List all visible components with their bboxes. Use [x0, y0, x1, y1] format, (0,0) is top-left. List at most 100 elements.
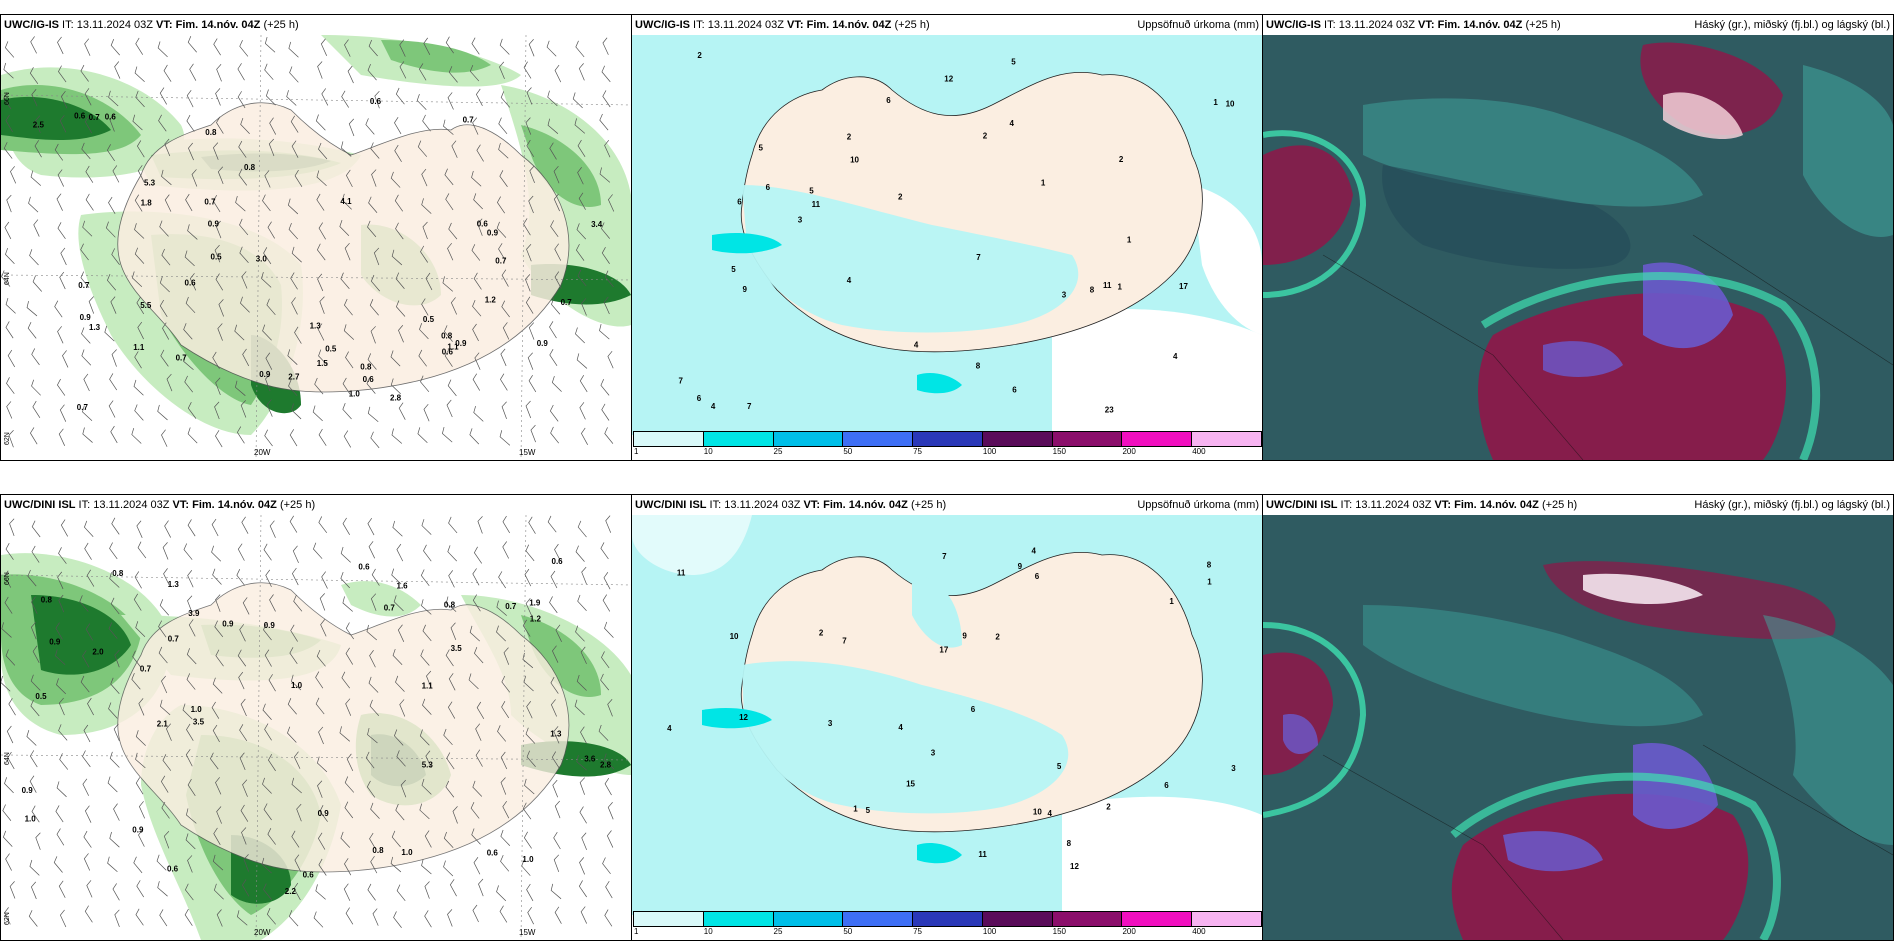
wind-barb [240, 400, 247, 418]
wind-barb [186, 114, 195, 132]
wind-barb [344, 242, 351, 261]
value-label: 2.7 [288, 373, 300, 382]
wind-barb [109, 542, 118, 560]
wind-barb [216, 64, 222, 82]
wind-barb [184, 250, 195, 267]
wind-barb [58, 724, 68, 741]
value-label: 0.6 [552, 557, 564, 566]
value-label: 4 [1048, 809, 1053, 818]
wind-barb [159, 87, 167, 105]
wind-barb [54, 143, 64, 161]
wind-barb [133, 379, 144, 396]
wind-barb [239, 752, 246, 770]
panel-field-label: Háský (gr.), miðský (fj.bl.) og lágský (… [1694, 19, 1890, 31]
value-label: 4 [1010, 119, 1015, 128]
wind-barb [525, 400, 532, 419]
wind-barb [29, 775, 37, 793]
wind-barb [447, 545, 457, 562]
wind-barb [214, 244, 221, 263]
colorbar-tick: 400 [1192, 447, 1206, 456]
wind-barb [159, 220, 169, 237]
wind-barb [265, 569, 272, 588]
wind-barb [239, 624, 246, 642]
valid-time: Fim. 14.nóv. 04Z [192, 499, 277, 511]
wind-barb [238, 671, 245, 690]
wind-barb [261, 272, 272, 288]
wind-barb [59, 909, 67, 928]
wind-barb [445, 596, 457, 612]
panel-header: UWC/DINI ISL IT: 13.11.2024 03Z VT: Fim.… [1263, 495, 1893, 515]
value-label: 11 [812, 200, 821, 209]
wind-barb [313, 542, 323, 559]
value-label: 4 [898, 723, 903, 732]
value-label: 0.8 [244, 163, 256, 172]
value-label: 1.0 [522, 855, 534, 864]
wind-barb [60, 90, 68, 109]
colorbar-segment [1121, 431, 1193, 447]
wind-barb [554, 800, 561, 819]
lead-time: (+25 h) [1541, 499, 1578, 511]
value-label: 0.7 [204, 198, 216, 207]
wind-barb [472, 117, 479, 135]
wind-barb [373, 247, 380, 266]
wind-barb [262, 703, 272, 720]
value-label: 7 [976, 253, 981, 262]
wind-barb [134, 223, 145, 239]
wind-barb [321, 88, 329, 106]
wind-barb [600, 673, 610, 691]
wind-barb [109, 751, 120, 768]
wind-barb [469, 64, 480, 82]
wind-barb [422, 698, 432, 715]
wind-barb [32, 275, 43, 292]
wind-barb [550, 883, 562, 900]
wind-barb [269, 117, 277, 135]
wind-barb [501, 675, 511, 693]
wind-barb [471, 37, 480, 55]
colorbar-tick: 1 [634, 927, 639, 936]
wind-barb [344, 776, 355, 793]
value-label: 0.7 [168, 635, 180, 644]
value-label: 1.8 [141, 198, 153, 207]
wind-barb [211, 701, 220, 719]
wind-barb [110, 597, 120, 615]
value-label: 2.1 [157, 720, 169, 729]
wind-barb [342, 596, 353, 612]
wind-barb [1, 622, 12, 638]
wind-barb [422, 114, 431, 132]
wind-barb [109, 572, 120, 588]
wind-barb [267, 754, 276, 772]
wind-barb [58, 697, 65, 716]
wind-barb [82, 650, 90, 668]
wind-barb [265, 352, 273, 370]
wind-barb [288, 910, 299, 927]
value-label: 2 [983, 132, 988, 141]
wind-barb [56, 678, 67, 695]
wind-barb [236, 910, 248, 926]
wind-barb [523, 675, 534, 692]
wind-barb [161, 675, 168, 694]
wind-barb [212, 351, 220, 369]
wind-barb [287, 198, 299, 215]
wind-barb [577, 139, 586, 157]
wind-barb [468, 673, 479, 690]
wind-barb [393, 729, 404, 746]
value-label: 0.6 [487, 849, 499, 858]
wind-barb [367, 63, 377, 81]
wind-barb [10, 166, 17, 184]
wind-barb [134, 571, 142, 589]
wind-barb [186, 648, 197, 665]
wind-barb [239, 246, 249, 263]
value-label: 7 [842, 637, 847, 646]
value-label: 0.6 [358, 563, 370, 572]
value-label: 0.8 [441, 331, 453, 340]
wind-barb [261, 857, 272, 874]
wind-barb [444, 168, 454, 186]
wind-barb [239, 40, 249, 57]
init-time: 13.11.2024 03Z [76, 19, 153, 31]
wind-barb [370, 431, 380, 449]
wind-barb [6, 401, 13, 419]
wind-barb [28, 910, 38, 927]
wind-barb [214, 620, 224, 638]
wind-barb [235, 195, 246, 212]
wind-barb [215, 594, 221, 612]
